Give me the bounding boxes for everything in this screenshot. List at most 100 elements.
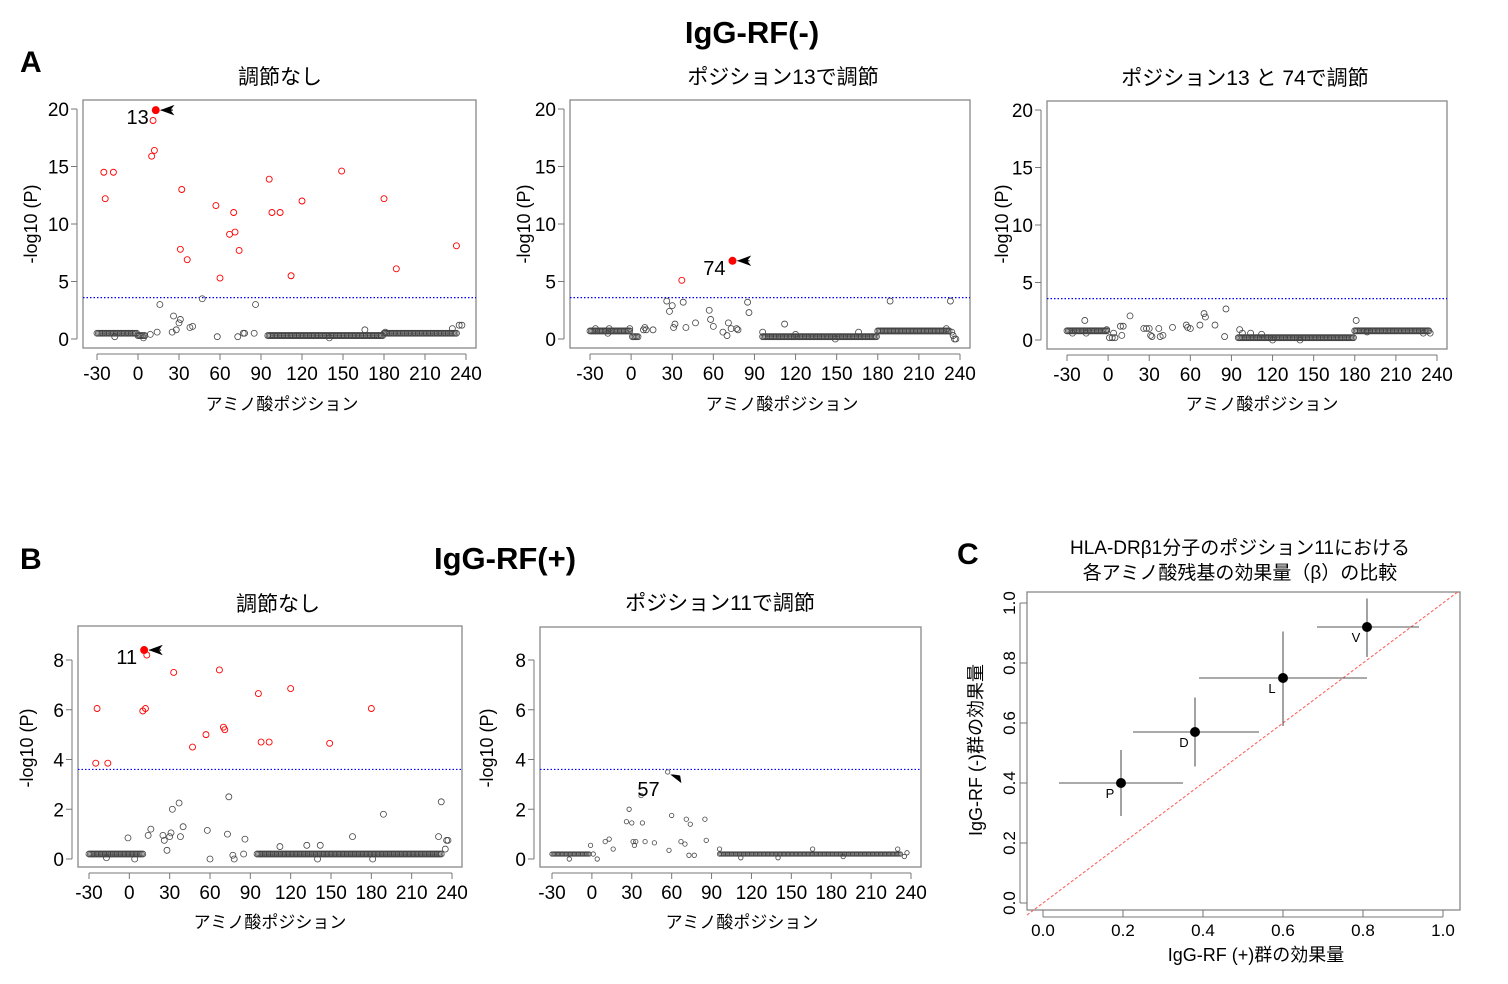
data-point	[626, 806, 632, 812]
significant-point	[392, 265, 400, 273]
data-point	[213, 333, 221, 341]
x-axis-label: IgG-RF (+)群の効果量	[1168, 945, 1345, 965]
data-point	[1247, 329, 1255, 337]
data-point	[303, 841, 311, 849]
data-point	[437, 798, 445, 806]
panel-title: 調節なし	[236, 593, 320, 616]
data-point	[225, 793, 233, 801]
data-point	[140, 334, 147, 342]
data-point	[792, 330, 799, 338]
y-axis-label: -log10 (P)	[17, 708, 37, 787]
highlight-label: 57	[637, 779, 659, 801]
data-point	[1145, 325, 1153, 332]
data-point	[1159, 331, 1167, 339]
plot-frame	[569, 99, 971, 349]
data-point	[111, 333, 119, 341]
highlight-label: 13	[127, 107, 149, 129]
data-point	[605, 325, 613, 333]
x-tick-label: 30	[168, 364, 189, 385]
data-point	[587, 842, 594, 848]
data-point	[725, 319, 732, 327]
data-point	[203, 826, 211, 834]
data-point	[686, 852, 692, 858]
data-point	[172, 326, 180, 334]
data-point	[707, 316, 714, 323]
data-point	[682, 841, 688, 847]
data-point	[443, 836, 451, 844]
data-point	[703, 837, 709, 843]
x-tick-label: 30	[1139, 365, 1160, 386]
data-point	[629, 820, 635, 826]
x-tick-label: 150	[821, 364, 853, 385]
data-point	[1352, 317, 1360, 324]
significant-point	[100, 168, 108, 176]
data-point	[314, 855, 321, 863]
x-tick-label: 30	[662, 364, 683, 385]
x-tick-label: 120	[275, 883, 307, 904]
data-point	[168, 805, 176, 813]
data-point	[175, 799, 183, 807]
y-tick-label: 0	[545, 330, 556, 351]
data-point	[1108, 334, 1116, 342]
data-point	[642, 326, 650, 334]
arrow-pointer-icon	[736, 255, 752, 267]
x-axis-label: アミノ酸ポジション	[666, 913, 819, 932]
data-point	[316, 841, 324, 849]
arrow-pointer-icon	[148, 644, 163, 656]
x-tick-label: 0.4	[1191, 921, 1215, 940]
significant-point	[231, 228, 239, 236]
data-point	[942, 325, 950, 333]
x-tick-label: 180	[1339, 365, 1371, 386]
x-tick-label: 150	[327, 364, 359, 385]
y-tick-label: 10	[1012, 216, 1033, 237]
data-point	[1202, 313, 1209, 321]
data-point	[723, 332, 731, 339]
significant-point	[101, 195, 109, 203]
x-tick-label: 210	[409, 364, 441, 385]
chart-title-line: HLA-DRβ1分子のポジション11における	[1070, 537, 1410, 559]
panel-title: ポジション13 と 74で調節	[1121, 67, 1368, 90]
x-axis-label: アミノ酸ポジション	[706, 395, 859, 414]
data-point	[626, 327, 634, 335]
highlight-label: 11	[116, 647, 137, 669]
point-label: P	[1106, 786, 1115, 801]
significant-point	[170, 668, 178, 676]
x-tick-label: -30	[538, 883, 565, 904]
data-point	[702, 816, 708, 822]
data-point	[634, 333, 642, 341]
significant-point	[257, 738, 265, 746]
y-axis-label: -log10 (P)	[21, 184, 41, 263]
panel-letter-a: A	[20, 46, 42, 79]
data-point	[651, 840, 657, 846]
x-tick-label: 180	[862, 364, 894, 385]
data-point	[1103, 326, 1111, 334]
significant-point	[149, 117, 157, 124]
data-point	[691, 852, 697, 858]
highlighted-point	[665, 769, 671, 775]
highlighted-point	[140, 646, 149, 655]
significant-point	[298, 197, 306, 205]
y-tick-label: 15	[535, 158, 556, 179]
data-point	[1082, 329, 1090, 337]
x-tick-label: 120	[736, 883, 768, 904]
reference-diagonal-line	[1026, 590, 1460, 916]
y-axis-label: IgG-RF (-)群の効果量	[966, 664, 986, 836]
data-point	[716, 846, 723, 852]
data-point	[666, 307, 673, 315]
data-point	[437, 850, 445, 858]
data-point	[855, 328, 862, 336]
data-point	[170, 312, 177, 320]
data-point	[239, 329, 247, 337]
data-point	[380, 810, 387, 818]
highlighted-point	[728, 256, 737, 265]
data-point	[670, 324, 677, 331]
data-point	[594, 856, 600, 862]
data-point	[206, 855, 214, 863]
x-tick-label: 240	[895, 883, 927, 904]
data-point	[1155, 325, 1163, 332]
significant-point	[148, 152, 156, 160]
significant-point	[326, 739, 334, 747]
x-tick-label: 0	[133, 364, 144, 385]
y-tick-label: 10	[48, 215, 69, 236]
